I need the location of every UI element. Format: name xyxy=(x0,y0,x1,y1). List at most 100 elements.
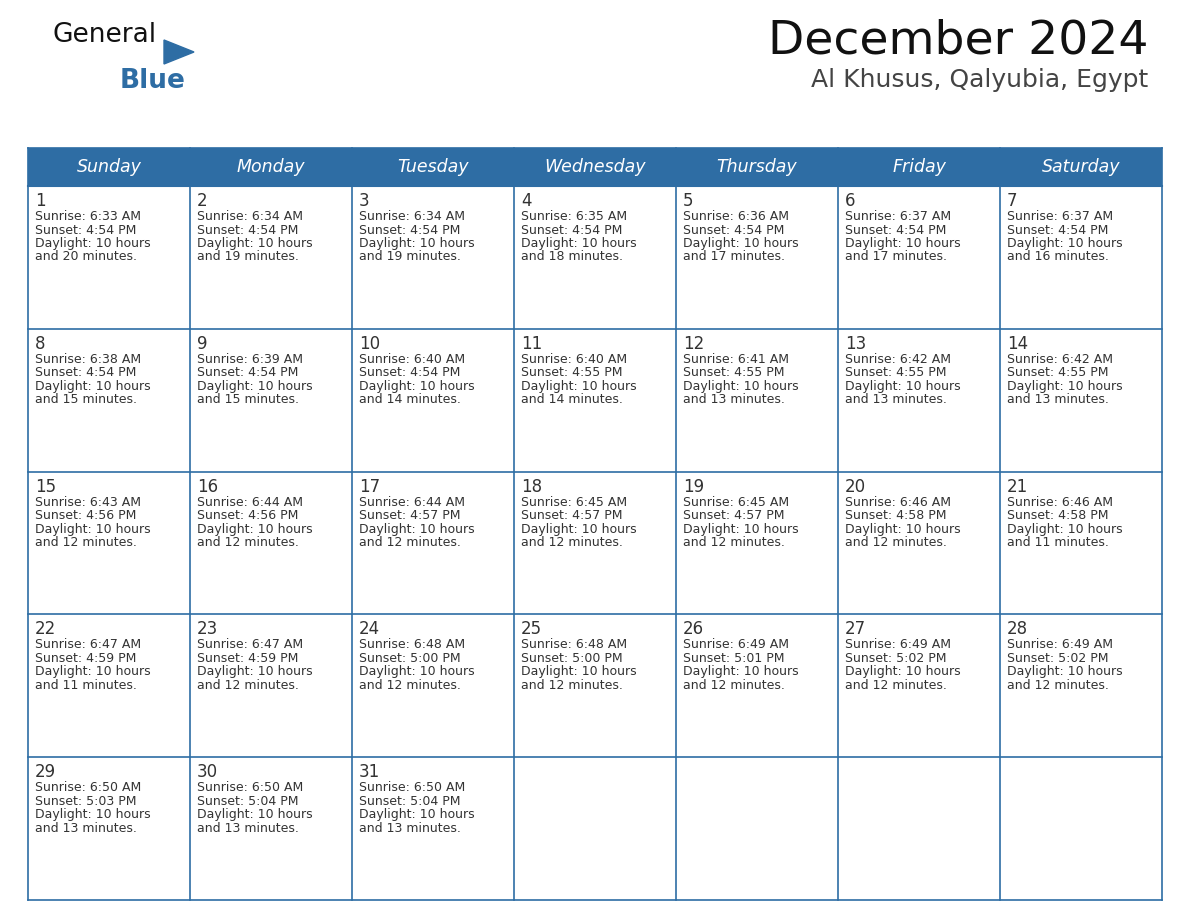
Text: Daylight: 10 hours: Daylight: 10 hours xyxy=(1007,666,1123,678)
Text: Sunset: 4:54 PM: Sunset: 4:54 PM xyxy=(359,366,461,379)
Text: 29: 29 xyxy=(34,763,56,781)
Text: Sunrise: 6:49 AM: Sunrise: 6:49 AM xyxy=(845,638,952,652)
Text: and 17 minutes.: and 17 minutes. xyxy=(683,251,785,263)
Text: 17: 17 xyxy=(359,477,380,496)
Text: and 12 minutes.: and 12 minutes. xyxy=(359,679,461,692)
Text: Sunrise: 6:46 AM: Sunrise: 6:46 AM xyxy=(845,496,952,509)
Text: Sunrise: 6:48 AM: Sunrise: 6:48 AM xyxy=(359,638,466,652)
Text: and 11 minutes.: and 11 minutes. xyxy=(34,679,137,692)
Text: and 15 minutes.: and 15 minutes. xyxy=(34,393,137,407)
Text: Daylight: 10 hours: Daylight: 10 hours xyxy=(359,808,475,822)
Text: and 12 minutes.: and 12 minutes. xyxy=(1007,679,1108,692)
Text: Blue: Blue xyxy=(120,68,185,94)
Text: Daylight: 10 hours: Daylight: 10 hours xyxy=(845,522,961,535)
Text: Sunset: 4:59 PM: Sunset: 4:59 PM xyxy=(197,652,298,665)
Text: Sunset: 5:01 PM: Sunset: 5:01 PM xyxy=(683,652,784,665)
Text: 16: 16 xyxy=(197,477,219,496)
Text: 25: 25 xyxy=(522,621,542,638)
Text: 28: 28 xyxy=(1007,621,1028,638)
Text: Daylight: 10 hours: Daylight: 10 hours xyxy=(522,380,637,393)
Text: Wednesday: Wednesday xyxy=(544,158,646,176)
Text: and 12 minutes.: and 12 minutes. xyxy=(683,679,785,692)
Text: General: General xyxy=(52,22,156,48)
Text: Sunset: 4:54 PM: Sunset: 4:54 PM xyxy=(34,223,137,237)
Text: Sunset: 4:57 PM: Sunset: 4:57 PM xyxy=(522,509,623,522)
Text: 5: 5 xyxy=(683,192,694,210)
Text: Saturday: Saturday xyxy=(1042,158,1120,176)
Text: Sunrise: 6:41 AM: Sunrise: 6:41 AM xyxy=(683,353,789,365)
Text: Sunset: 4:54 PM: Sunset: 4:54 PM xyxy=(34,366,137,379)
Text: Sunset: 4:59 PM: Sunset: 4:59 PM xyxy=(34,652,137,665)
Text: and 20 minutes.: and 20 minutes. xyxy=(34,251,137,263)
Text: and 12 minutes.: and 12 minutes. xyxy=(34,536,137,549)
Bar xyxy=(29,472,1162,614)
Text: Daylight: 10 hours: Daylight: 10 hours xyxy=(845,666,961,678)
Text: Sunrise: 6:33 AM: Sunrise: 6:33 AM xyxy=(34,210,141,223)
Text: Sunset: 4:54 PM: Sunset: 4:54 PM xyxy=(683,223,784,237)
Text: and 12 minutes.: and 12 minutes. xyxy=(683,536,785,549)
Text: Monday: Monday xyxy=(236,158,305,176)
Text: Daylight: 10 hours: Daylight: 10 hours xyxy=(359,522,475,535)
Text: Tuesday: Tuesday xyxy=(397,158,469,176)
Text: Sunset: 4:56 PM: Sunset: 4:56 PM xyxy=(34,509,137,522)
Text: 21: 21 xyxy=(1007,477,1029,496)
Text: 30: 30 xyxy=(197,763,219,781)
Text: Sunset: 4:57 PM: Sunset: 4:57 PM xyxy=(359,509,461,522)
Text: Daylight: 10 hours: Daylight: 10 hours xyxy=(522,666,637,678)
Text: Thursday: Thursday xyxy=(716,158,797,176)
Text: Sunrise: 6:38 AM: Sunrise: 6:38 AM xyxy=(34,353,141,365)
Text: Sunrise: 6:46 AM: Sunrise: 6:46 AM xyxy=(1007,496,1113,509)
Text: and 16 minutes.: and 16 minutes. xyxy=(1007,251,1108,263)
Text: Sunset: 4:58 PM: Sunset: 4:58 PM xyxy=(1007,509,1108,522)
Text: Daylight: 10 hours: Daylight: 10 hours xyxy=(197,237,312,250)
Text: 20: 20 xyxy=(845,477,866,496)
Text: Sunset: 4:56 PM: Sunset: 4:56 PM xyxy=(197,509,298,522)
Text: Sunset: 4:57 PM: Sunset: 4:57 PM xyxy=(683,509,784,522)
Text: and 13 minutes.: and 13 minutes. xyxy=(359,822,461,834)
Text: and 12 minutes.: and 12 minutes. xyxy=(522,679,623,692)
Text: Daylight: 10 hours: Daylight: 10 hours xyxy=(1007,380,1123,393)
Text: Sunset: 4:54 PM: Sunset: 4:54 PM xyxy=(522,223,623,237)
Text: Sunset: 5:00 PM: Sunset: 5:00 PM xyxy=(359,652,461,665)
Bar xyxy=(29,614,1162,757)
Text: 27: 27 xyxy=(845,621,866,638)
Text: Sunset: 5:00 PM: Sunset: 5:00 PM xyxy=(522,652,623,665)
Text: 4: 4 xyxy=(522,192,531,210)
Text: and 17 minutes.: and 17 minutes. xyxy=(845,251,947,263)
Text: 19: 19 xyxy=(683,477,704,496)
Text: and 13 minutes.: and 13 minutes. xyxy=(845,393,947,407)
Bar xyxy=(29,757,1162,900)
Text: Sunset: 5:02 PM: Sunset: 5:02 PM xyxy=(1007,652,1108,665)
Text: 8: 8 xyxy=(34,335,45,353)
Text: Sunrise: 6:39 AM: Sunrise: 6:39 AM xyxy=(197,353,303,365)
Text: Daylight: 10 hours: Daylight: 10 hours xyxy=(1007,237,1123,250)
Text: Sunset: 4:54 PM: Sunset: 4:54 PM xyxy=(197,366,298,379)
Text: and 18 minutes.: and 18 minutes. xyxy=(522,251,623,263)
Text: 26: 26 xyxy=(683,621,704,638)
Text: 23: 23 xyxy=(197,621,219,638)
Text: Sunset: 5:02 PM: Sunset: 5:02 PM xyxy=(845,652,947,665)
Bar xyxy=(29,329,1162,472)
Text: Daylight: 10 hours: Daylight: 10 hours xyxy=(359,666,475,678)
Text: Sunrise: 6:47 AM: Sunrise: 6:47 AM xyxy=(34,638,141,652)
Text: and 19 minutes.: and 19 minutes. xyxy=(359,251,461,263)
Text: 18: 18 xyxy=(522,477,542,496)
Text: and 15 minutes.: and 15 minutes. xyxy=(197,393,299,407)
Text: Sunrise: 6:34 AM: Sunrise: 6:34 AM xyxy=(359,210,465,223)
Polygon shape xyxy=(164,40,194,64)
Text: Daylight: 10 hours: Daylight: 10 hours xyxy=(197,380,312,393)
Text: Daylight: 10 hours: Daylight: 10 hours xyxy=(34,380,151,393)
Text: Daylight: 10 hours: Daylight: 10 hours xyxy=(34,237,151,250)
Text: Sunset: 4:58 PM: Sunset: 4:58 PM xyxy=(845,509,947,522)
Text: Sunrise: 6:40 AM: Sunrise: 6:40 AM xyxy=(359,353,466,365)
Text: Sunrise: 6:45 AM: Sunrise: 6:45 AM xyxy=(522,496,627,509)
Text: Sunset: 5:03 PM: Sunset: 5:03 PM xyxy=(34,795,137,808)
Text: Sunset: 5:04 PM: Sunset: 5:04 PM xyxy=(197,795,298,808)
Text: Daylight: 10 hours: Daylight: 10 hours xyxy=(359,380,475,393)
Text: Sunrise: 6:42 AM: Sunrise: 6:42 AM xyxy=(845,353,952,365)
Text: Al Khusus, Qalyubia, Egypt: Al Khusus, Qalyubia, Egypt xyxy=(810,68,1148,92)
Text: and 14 minutes.: and 14 minutes. xyxy=(522,393,623,407)
Text: Daylight: 10 hours: Daylight: 10 hours xyxy=(683,522,798,535)
Text: Sunrise: 6:36 AM: Sunrise: 6:36 AM xyxy=(683,210,789,223)
Text: 3: 3 xyxy=(359,192,369,210)
